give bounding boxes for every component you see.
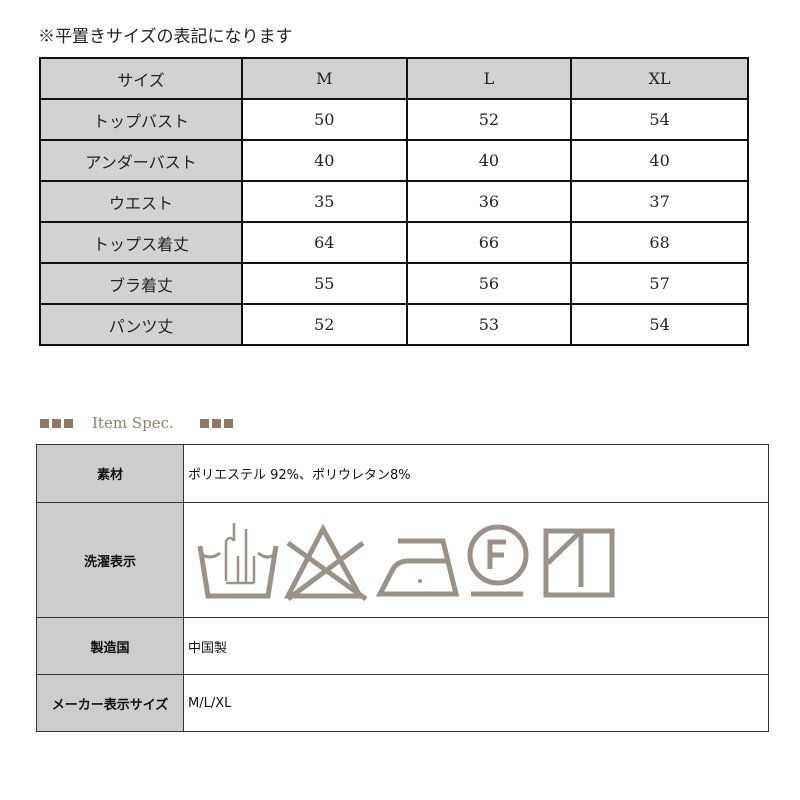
table-row: 洗濯表示 [36, 502, 769, 618]
hand-wash-icon [197, 522, 279, 598]
origin-value: 中国製 [183, 617, 769, 675]
maker-size-label: メーカー表示サイズ [36, 674, 184, 732]
table-row: ブラ着丈 55 56 57 [39, 262, 749, 305]
size-cell: 52 [405, 98, 573, 141]
table-row: トップス着丈 64 66 68 [39, 221, 749, 264]
row-label: ウエスト [39, 180, 243, 223]
table-row: 素材 ポリエステル 92%、ポリウレタン8% [36, 444, 769, 503]
maker-size-value: M/L/XL [183, 674, 769, 732]
size-cell: 56 [405, 262, 573, 305]
table-row: 製造国 中国製 [36, 617, 769, 675]
size-cell: 57 [570, 262, 749, 305]
size-cell: 64 [241, 221, 408, 264]
size-cell: 68 [570, 221, 749, 264]
row-label: トップス着丈 [39, 221, 243, 264]
header-cell: M [241, 57, 408, 100]
line-dry-shade-icon [543, 528, 615, 597]
table-row: アンダーバスト 40 40 40 [39, 139, 749, 182]
row-label: パンツ丈 [39, 303, 243, 346]
row-label: アンダーバスト [39, 139, 243, 182]
spec-table: 素材 ポリエステル 92%、ポリウレタン8% 洗濯表示 製造国 中国製 メーカー… [36, 444, 769, 732]
item-spec-heading: Item Spec. [40, 414, 236, 432]
care-icons [183, 502, 769, 618]
size-cell: 66 [405, 221, 573, 264]
size-table: サイズ M L XL トップバスト 50 52 54 アンダーバスト 40 40 40 ウエスト… [39, 57, 749, 346]
table-row: トップバスト 50 52 54 [39, 98, 749, 141]
size-cell: 35 [241, 180, 408, 223]
material-label: 素材 [36, 444, 184, 503]
row-label: ブラ着丈 [39, 262, 243, 305]
size-cell: 40 [241, 139, 408, 182]
table-row: ウエスト 35 36 37 [39, 180, 749, 223]
iron-low-icon [375, 538, 460, 596]
row-label: トップバスト [39, 98, 243, 141]
table-header-row: サイズ M L XL [39, 57, 749, 100]
size-cell: 54 [570, 303, 749, 346]
table-row: パンツ丈 52 53 54 [39, 303, 749, 346]
header-cell: サイズ [39, 57, 243, 100]
no-bleach-icon [283, 523, 368, 601]
size-cell: 40 [405, 139, 573, 182]
size-cell: 53 [405, 303, 573, 346]
size-cell: 37 [570, 180, 749, 223]
size-note: ※平置きサイズの表記になります [38, 27, 293, 47]
size-cell: 54 [570, 98, 749, 141]
size-cell: 40 [570, 139, 749, 182]
size-cell: 55 [241, 262, 408, 305]
care-label: 洗濯表示 [36, 502, 184, 618]
dry-clean-f-icon [467, 524, 529, 596]
header-cell: XL [570, 57, 749, 100]
size-cell: 50 [241, 98, 408, 141]
header-cell: L [405, 57, 573, 100]
material-value: ポリエステル 92%、ポリウレタン8% [183, 444, 769, 503]
size-cell: 52 [241, 303, 408, 346]
item-spec-title: Item Spec. [92, 414, 174, 432]
size-cell: 36 [405, 180, 573, 223]
table-row: メーカー表示サイズ M/L/XL [36, 674, 769, 732]
origin-label: 製造国 [36, 617, 184, 675]
